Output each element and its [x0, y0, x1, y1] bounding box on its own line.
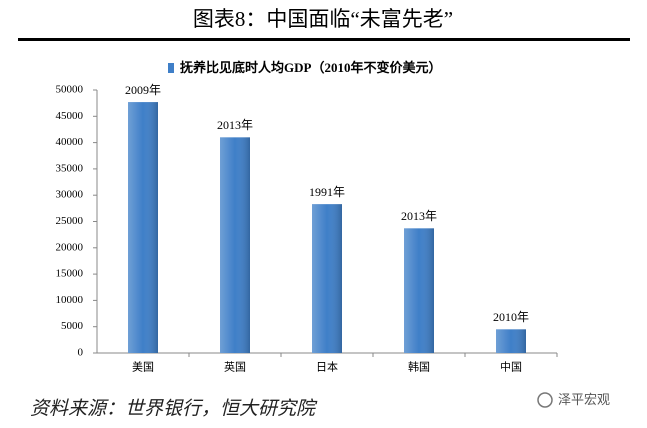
- bar-label: 2010年: [493, 310, 529, 324]
- bar-label: 2013年: [401, 209, 437, 223]
- y-tick-label: 35000: [56, 162, 84, 174]
- bar-label: 2009年: [125, 83, 161, 97]
- x-tick-label: 韩国: [408, 360, 430, 374]
- x-tick-label: 日本: [316, 360, 338, 374]
- bar-shade: [496, 329, 526, 353]
- watermark: 泽平宏观: [558, 392, 610, 407]
- legend-label: 抚养比见底时人均GDP（2010年不变价美元）: [180, 60, 441, 75]
- title-rule: [18, 38, 630, 41]
- y-tick-label: 40000: [56, 136, 84, 148]
- bar-shade: [220, 137, 250, 353]
- y-tick-label: 50000: [56, 84, 84, 96]
- y-tick-label: 15000: [56, 268, 84, 280]
- watermark-icon: [537, 392, 553, 408]
- x-tick-label: 中国: [500, 361, 522, 374]
- bar-shade: [312, 204, 342, 353]
- source: 资料来源：世界银行，恒大研究院: [30, 397, 318, 419]
- legend-swatch: [168, 63, 174, 73]
- y-tick-label: 10000: [56, 294, 84, 306]
- chart-title: 图表8：中国面临“未富先老”: [193, 7, 453, 31]
- x-tick-label: 英国: [224, 360, 246, 374]
- bar-label: 1991年: [309, 185, 345, 199]
- y-tick-label: 45000: [56, 110, 84, 122]
- y-tick-label: 0: [78, 347, 84, 359]
- y-tick-label: 30000: [56, 189, 84, 201]
- bar-shade: [128, 102, 158, 354]
- bar-label: 2013年: [217, 118, 253, 132]
- bar-shade: [404, 228, 434, 353]
- y-tick-label: 5000: [61, 320, 84, 332]
- x-tick-label: 美国: [132, 361, 154, 374]
- y-tick-label: 25000: [56, 215, 84, 227]
- y-tick-label: 20000: [56, 241, 84, 253]
